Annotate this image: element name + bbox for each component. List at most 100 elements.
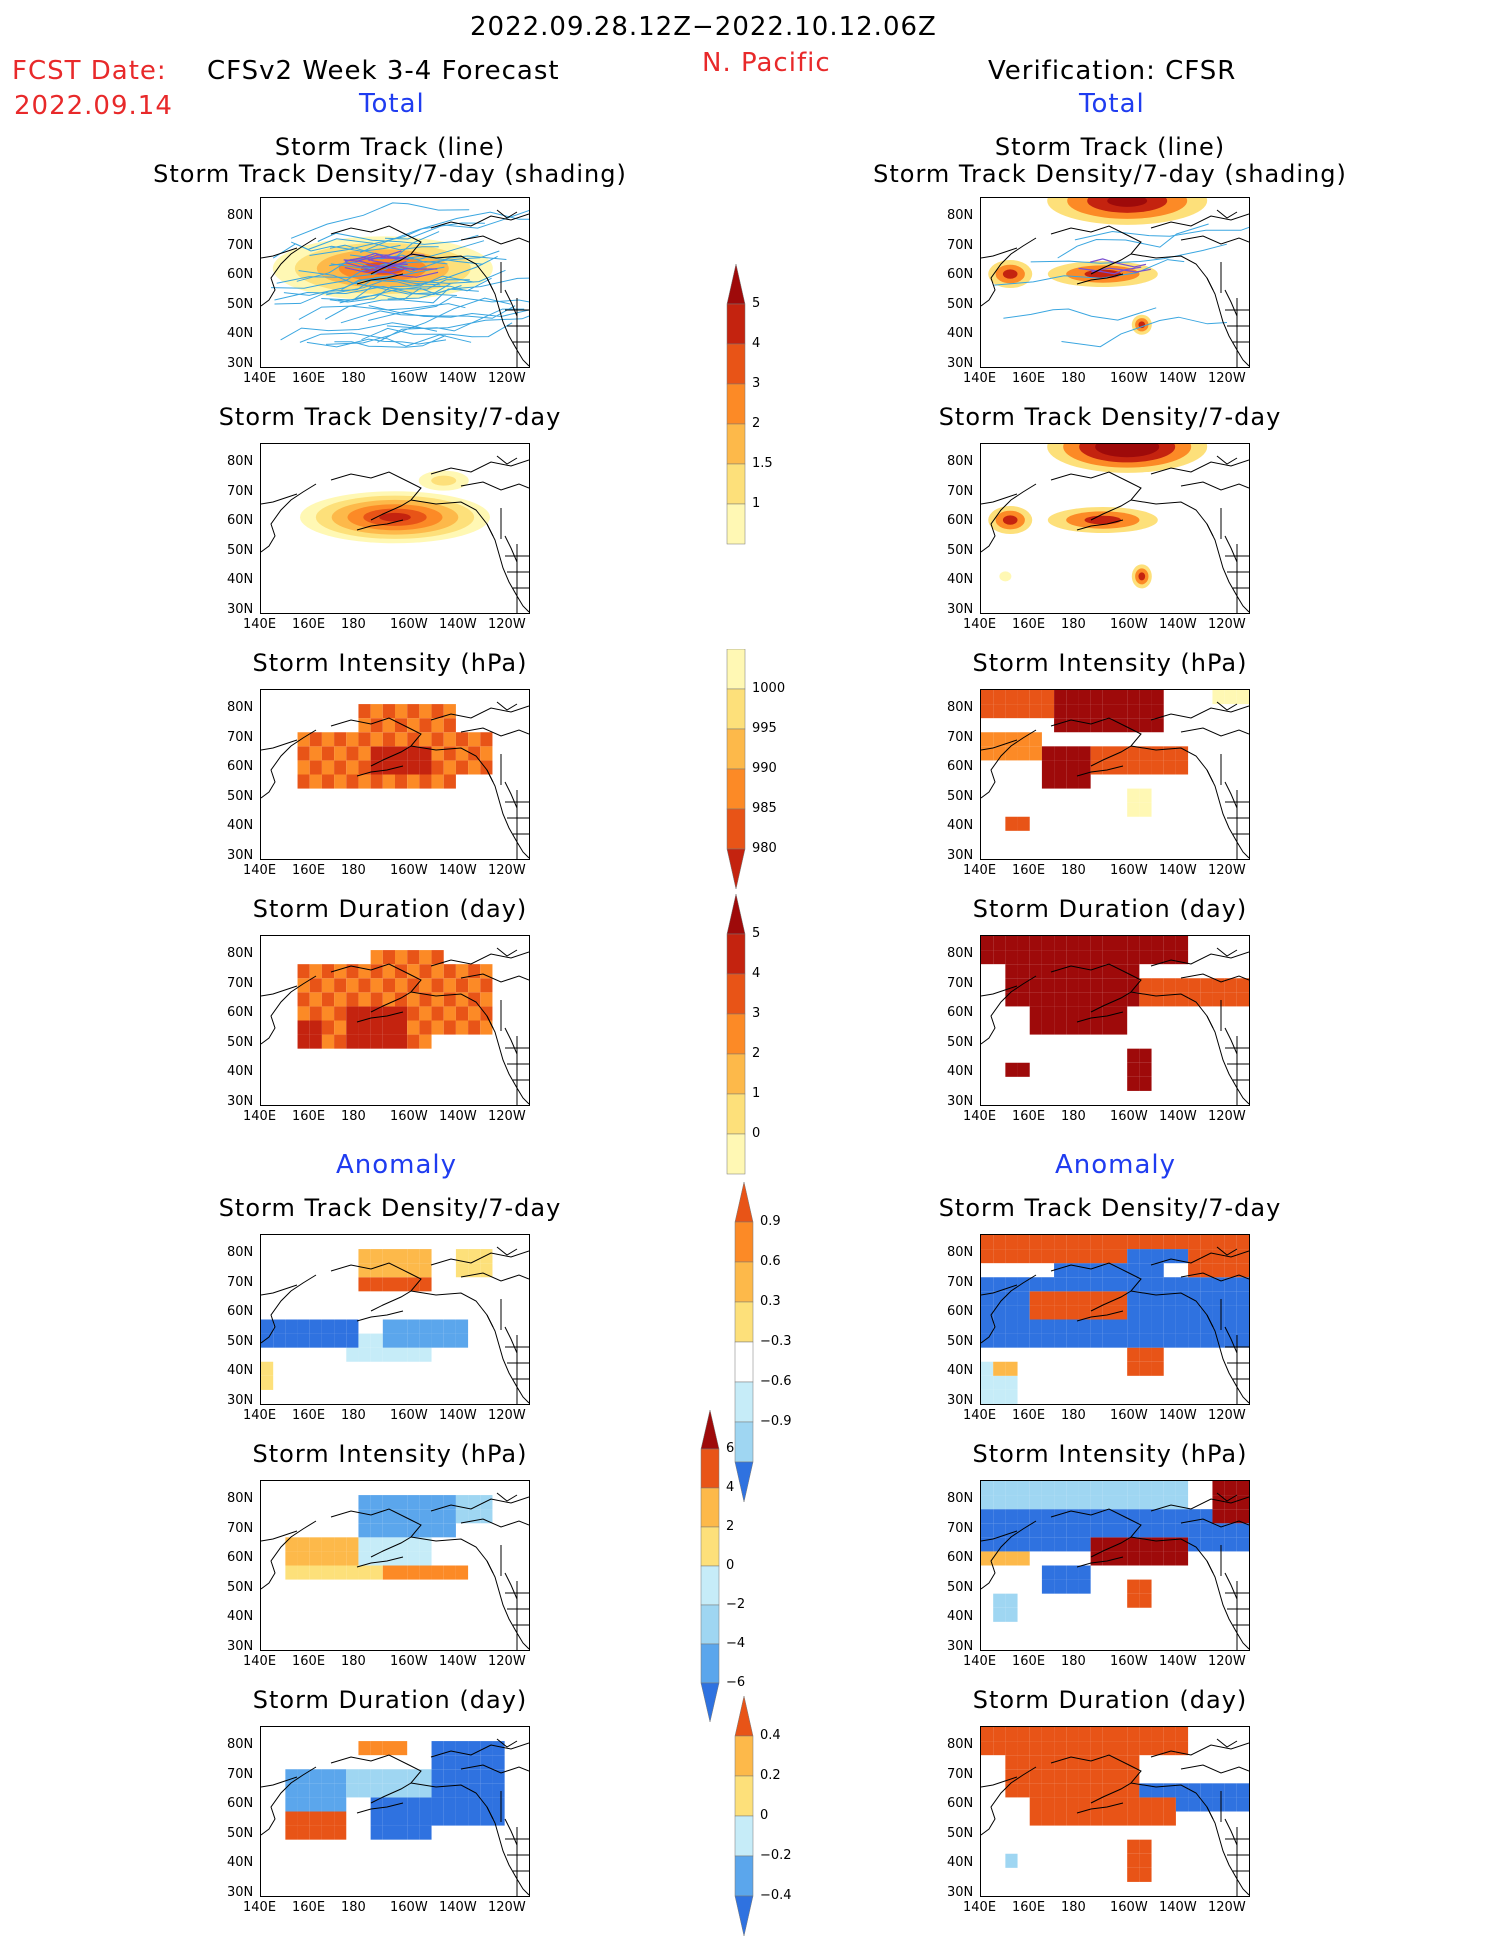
lat-tick-label: 80N <box>947 1737 974 1752</box>
map-canvas <box>981 198 1249 367</box>
map-canvas <box>981 936 1249 1105</box>
lat-tick-label: 30N <box>227 1884 254 1900</box>
anomaly-cells <box>285 1741 505 1840</box>
lon-tick-label: 160E <box>292 1900 326 1915</box>
lat-tick-label: 70N <box>947 483 974 499</box>
lon-tick-label: 160E <box>292 1408 326 1423</box>
lon-tick-label: 160W <box>1110 617 1148 632</box>
lat-tick-label: 40N <box>227 326 254 341</box>
colorbar-label: 2 <box>752 416 761 431</box>
colorbar-label: −4 <box>726 1636 746 1651</box>
colorbar-label: 1.5 <box>752 456 773 471</box>
lon-tick-label: 140W <box>1159 1109 1197 1124</box>
right-column-title: Verification: CFSR <box>988 56 1237 86</box>
anomaly-cells <box>285 1495 493 1580</box>
lon-tick-label: 160W <box>390 1408 428 1423</box>
lat-tick-label: 50N <box>227 1579 254 1595</box>
lon-tick-label: 120W <box>1208 1109 1246 1124</box>
lat-tick-label: 60N <box>947 1550 974 1565</box>
lat-tick-label: 30N <box>947 1093 974 1109</box>
lat-tick-label: 70N <box>227 1520 254 1536</box>
lon-tick-label: 180 <box>341 371 366 386</box>
map-canvas <box>981 1235 1249 1404</box>
lon-tick-label: 140E <box>963 1900 997 1915</box>
lat-tick-label: 30N <box>227 847 254 863</box>
lon-tick-label: 140W <box>439 371 477 386</box>
lon-tick-label: 140E <box>963 371 997 386</box>
colorbar-label: 0.4 <box>760 1728 781 1743</box>
lon-tick-label: 180 <box>341 617 366 632</box>
coastline <box>981 701 1249 859</box>
lon-tick-label: 160E <box>1012 1654 1046 1669</box>
left-density-title: Storm Track Density/7-day <box>218 403 562 431</box>
colorbar-swatches <box>726 894 746 1175</box>
period-title: 2022.09.28.12Z−2022.10.12.06Z <box>470 12 937 42</box>
left-track-shading-title: Storm Track Density/7-day (shading) <box>153 160 627 188</box>
lon-tick-label: 160W <box>1110 1900 1148 1915</box>
right-duration-map <box>980 935 1250 1106</box>
lat-tick-label: 60N <box>947 267 974 282</box>
lon-tick-label: 180 <box>341 1900 366 1915</box>
left-anom-density-map <box>260 1234 530 1405</box>
lat-tick-label: 70N <box>227 975 254 991</box>
lat-tick-label: 50N <box>947 296 974 312</box>
lon-tick-label: 140E <box>963 863 997 878</box>
lon-tick-label: 160E <box>292 1109 326 1124</box>
right-anom-intensity-map <box>980 1480 1250 1651</box>
lon-tick-label: 140E <box>963 1654 997 1669</box>
left-density-map <box>260 443 530 614</box>
coastline <box>981 947 1249 1105</box>
lat-tick-label: 80N <box>227 1491 254 1506</box>
anomaly-cells <box>981 1727 1249 1882</box>
lon-tick-label: 180 <box>1061 863 1086 878</box>
colorbar-label: 4 <box>726 1480 735 1495</box>
map-canvas <box>261 947 529 1105</box>
right-intensity-map <box>980 689 1250 860</box>
lat-tick-label: 30N <box>227 1392 254 1408</box>
density-shading-south <box>1131 564 1152 589</box>
duration-total-colorbar: 5 4 3 2 1 0 <box>726 894 760 1176</box>
lon-tick-label: 160W <box>1110 1408 1148 1423</box>
right-track-title: Storm Track (line) Storm Track Density/7… <box>780 134 1440 188</box>
lat-tick-label: 30N <box>947 847 974 863</box>
lat-tick-label: 50N <box>947 1034 974 1050</box>
lon-tick-label: 160E <box>292 617 326 632</box>
colorbar-label: 3 <box>752 376 761 391</box>
right-intensity-title: Storm Intensity (hPa) <box>972 649 1248 677</box>
duration-cells <box>981 936 1249 1091</box>
lat-tick-label: 50N <box>947 1333 974 1349</box>
lon-tick-label: 180 <box>341 1408 366 1423</box>
colorbar-label: 2 <box>752 1046 761 1061</box>
anomaly-cells <box>981 1481 1249 1622</box>
colorbar-label: 6 <box>726 1441 735 1456</box>
left-anom-density-title: Storm Track Density/7-day <box>218 1194 562 1222</box>
lat-tick-label: 60N <box>947 1796 974 1811</box>
lon-tick-label: 180 <box>341 1109 366 1124</box>
lon-tick-label: 140E <box>243 1109 277 1124</box>
coastline <box>261 1738 529 1896</box>
lon-tick-label: 140W <box>439 617 477 632</box>
region-title: N. Pacific <box>702 48 831 78</box>
colorbar-label: −0.6 <box>760 1374 792 1389</box>
map-canvas <box>261 1246 529 1404</box>
lon-tick-label: 140E <box>243 1408 277 1423</box>
left-track-title: Storm Track (line) Storm Track Density/7… <box>60 134 720 188</box>
lat-tick-label: 30N <box>227 601 254 617</box>
lon-tick-label: 160W <box>1110 1109 1148 1124</box>
lon-tick-label: 160E <box>292 863 326 878</box>
intensity-cells <box>981 690 1249 831</box>
lon-tick-label: 140W <box>1159 1408 1197 1423</box>
lon-tick-label: 160E <box>1012 1900 1046 1915</box>
lat-tick-label: 50N <box>947 1825 974 1841</box>
right-track-shading-title: Storm Track Density/7-day (shading) <box>873 160 1347 188</box>
lon-tick-label: 140E <box>243 1654 277 1669</box>
density-shading <box>300 491 490 544</box>
lon-tick-label: 160W <box>1110 1654 1148 1669</box>
lon-tick-label: 120W <box>1208 371 1246 386</box>
map-canvas <box>981 1727 1249 1896</box>
right-track-line-title: Storm Track (line) <box>994 133 1226 161</box>
intensity-cells <box>297 704 493 789</box>
lon-tick-label: 120W <box>1208 1900 1246 1915</box>
colorbar-label: 0.6 <box>760 1254 781 1269</box>
lat-tick-label: 70N <box>227 1766 254 1782</box>
